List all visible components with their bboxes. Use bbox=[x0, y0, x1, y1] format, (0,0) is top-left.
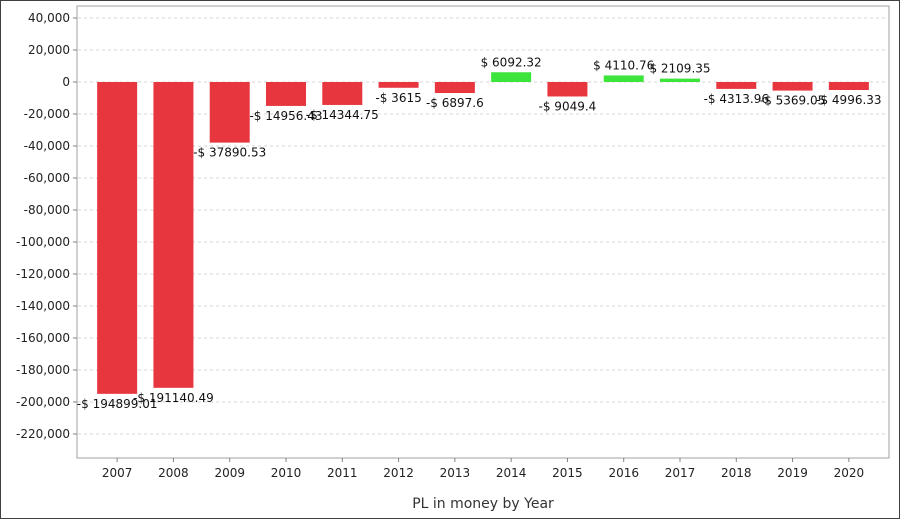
grid-lines bbox=[78, 17, 888, 435]
data-label-2018: -$ 4313.96 bbox=[704, 92, 769, 106]
data-labels: -$ 194899.01-$ 191140.49 -$ 37890.53 -$ 14… bbox=[77, 55, 882, 411]
y-tick-label: -20,000 bbox=[24, 107, 70, 121]
bar-2008 bbox=[153, 82, 194, 388]
bar-2018 bbox=[716, 82, 757, 89]
bar-2017 bbox=[660, 78, 700, 82]
y-tick-label: -120,000 bbox=[16, 267, 70, 281]
x-tick-label-2012: 2012 bbox=[383, 466, 414, 480]
bar-2011 bbox=[322, 82, 363, 105]
y-tick-label: 20,000 bbox=[28, 43, 70, 57]
x-tick-label-2018: 2018 bbox=[721, 466, 752, 480]
data-label-2011: -$ 14344.75 bbox=[306, 108, 379, 122]
bar-2016 bbox=[603, 75, 644, 82]
data-label-2012: -$ 3615 bbox=[375, 91, 421, 105]
data-label-2020: -$ 4996.33 bbox=[816, 93, 881, 107]
plot-area bbox=[76, 5, 890, 459]
bars bbox=[97, 72, 869, 394]
data-label-2007: -$ 194899.01 bbox=[77, 397, 158, 411]
data-label-2019: -$ 5369.05 bbox=[760, 94, 825, 108]
data-label-2008: -$ 191140.49 bbox=[133, 391, 214, 405]
y-tick-label: -200,000 bbox=[16, 395, 70, 409]
bar-2009 bbox=[209, 82, 250, 143]
x-tick-label-2013: 2013 bbox=[440, 466, 471, 480]
y-tick-label: 0 bbox=[62, 75, 70, 89]
y-tick-label: 40,000 bbox=[28, 11, 70, 25]
bar-2019 bbox=[772, 82, 813, 91]
y-tick-label: -40,000 bbox=[24, 139, 70, 153]
x-tick-label-2010: 2010 bbox=[271, 466, 302, 480]
data-label-2017: $ 2109.35 bbox=[649, 62, 710, 76]
x-tick-label-2017: 2017 bbox=[665, 466, 696, 480]
bar-2012 bbox=[378, 82, 419, 88]
y-tick-label: -60,000 bbox=[24, 171, 70, 185]
x-tick-label-2014: 2014 bbox=[496, 466, 527, 480]
x-tick-label-2009: 2009 bbox=[214, 466, 245, 480]
x-tick-label-2016: 2016 bbox=[608, 466, 639, 480]
data-label-2009: -$ 37890.53 bbox=[193, 146, 266, 160]
bar-2020 bbox=[828, 82, 869, 90]
data-label-2013: -$ 6897.6 bbox=[426, 96, 484, 110]
y-tick-label: -100,000 bbox=[16, 235, 70, 249]
data-label-2016: $ 4110.76 bbox=[593, 58, 654, 72]
data-label-2010: -$ 14956.43 bbox=[249, 109, 322, 123]
x-tick-label-2015: 2015 bbox=[552, 466, 583, 480]
y-axis-ticks: 40,000 20,000 0 -20,000 -40,000 -60,000 -80,00… bbox=[16, 11, 77, 441]
y-tick-label: -160,000 bbox=[16, 331, 70, 345]
data-label-2015: -$ 9049.4 bbox=[539, 99, 597, 113]
x-tick-label-2007: 2007 bbox=[102, 466, 133, 480]
bar-2010 bbox=[266, 82, 306, 106]
y-tick-label: -180,000 bbox=[16, 363, 70, 377]
y-tick-label: -80,000 bbox=[24, 203, 70, 217]
x-axis-ticks: 2007 2008 2009 2010 2011 2012 2013 2014 2015 2016… bbox=[102, 458, 864, 480]
x-axis-title: PL in money by Year bbox=[412, 496, 554, 512]
x-tick-label-2020: 2020 bbox=[834, 466, 865, 480]
bar-2007 bbox=[97, 82, 138, 394]
y-tick-label: -220,000 bbox=[16, 427, 70, 441]
x-tick-label-2008: 2008 bbox=[158, 466, 189, 480]
x-tick-label-2011: 2011 bbox=[327, 466, 358, 480]
bar-2014 bbox=[491, 72, 532, 82]
bar-2015 bbox=[547, 82, 588, 97]
bar-2013 bbox=[434, 82, 475, 94]
x-tick-label-2019: 2019 bbox=[777, 466, 808, 480]
y-tick-label: -140,000 bbox=[16, 299, 70, 313]
data-label-2014: $ 6092.32 bbox=[481, 55, 542, 69]
